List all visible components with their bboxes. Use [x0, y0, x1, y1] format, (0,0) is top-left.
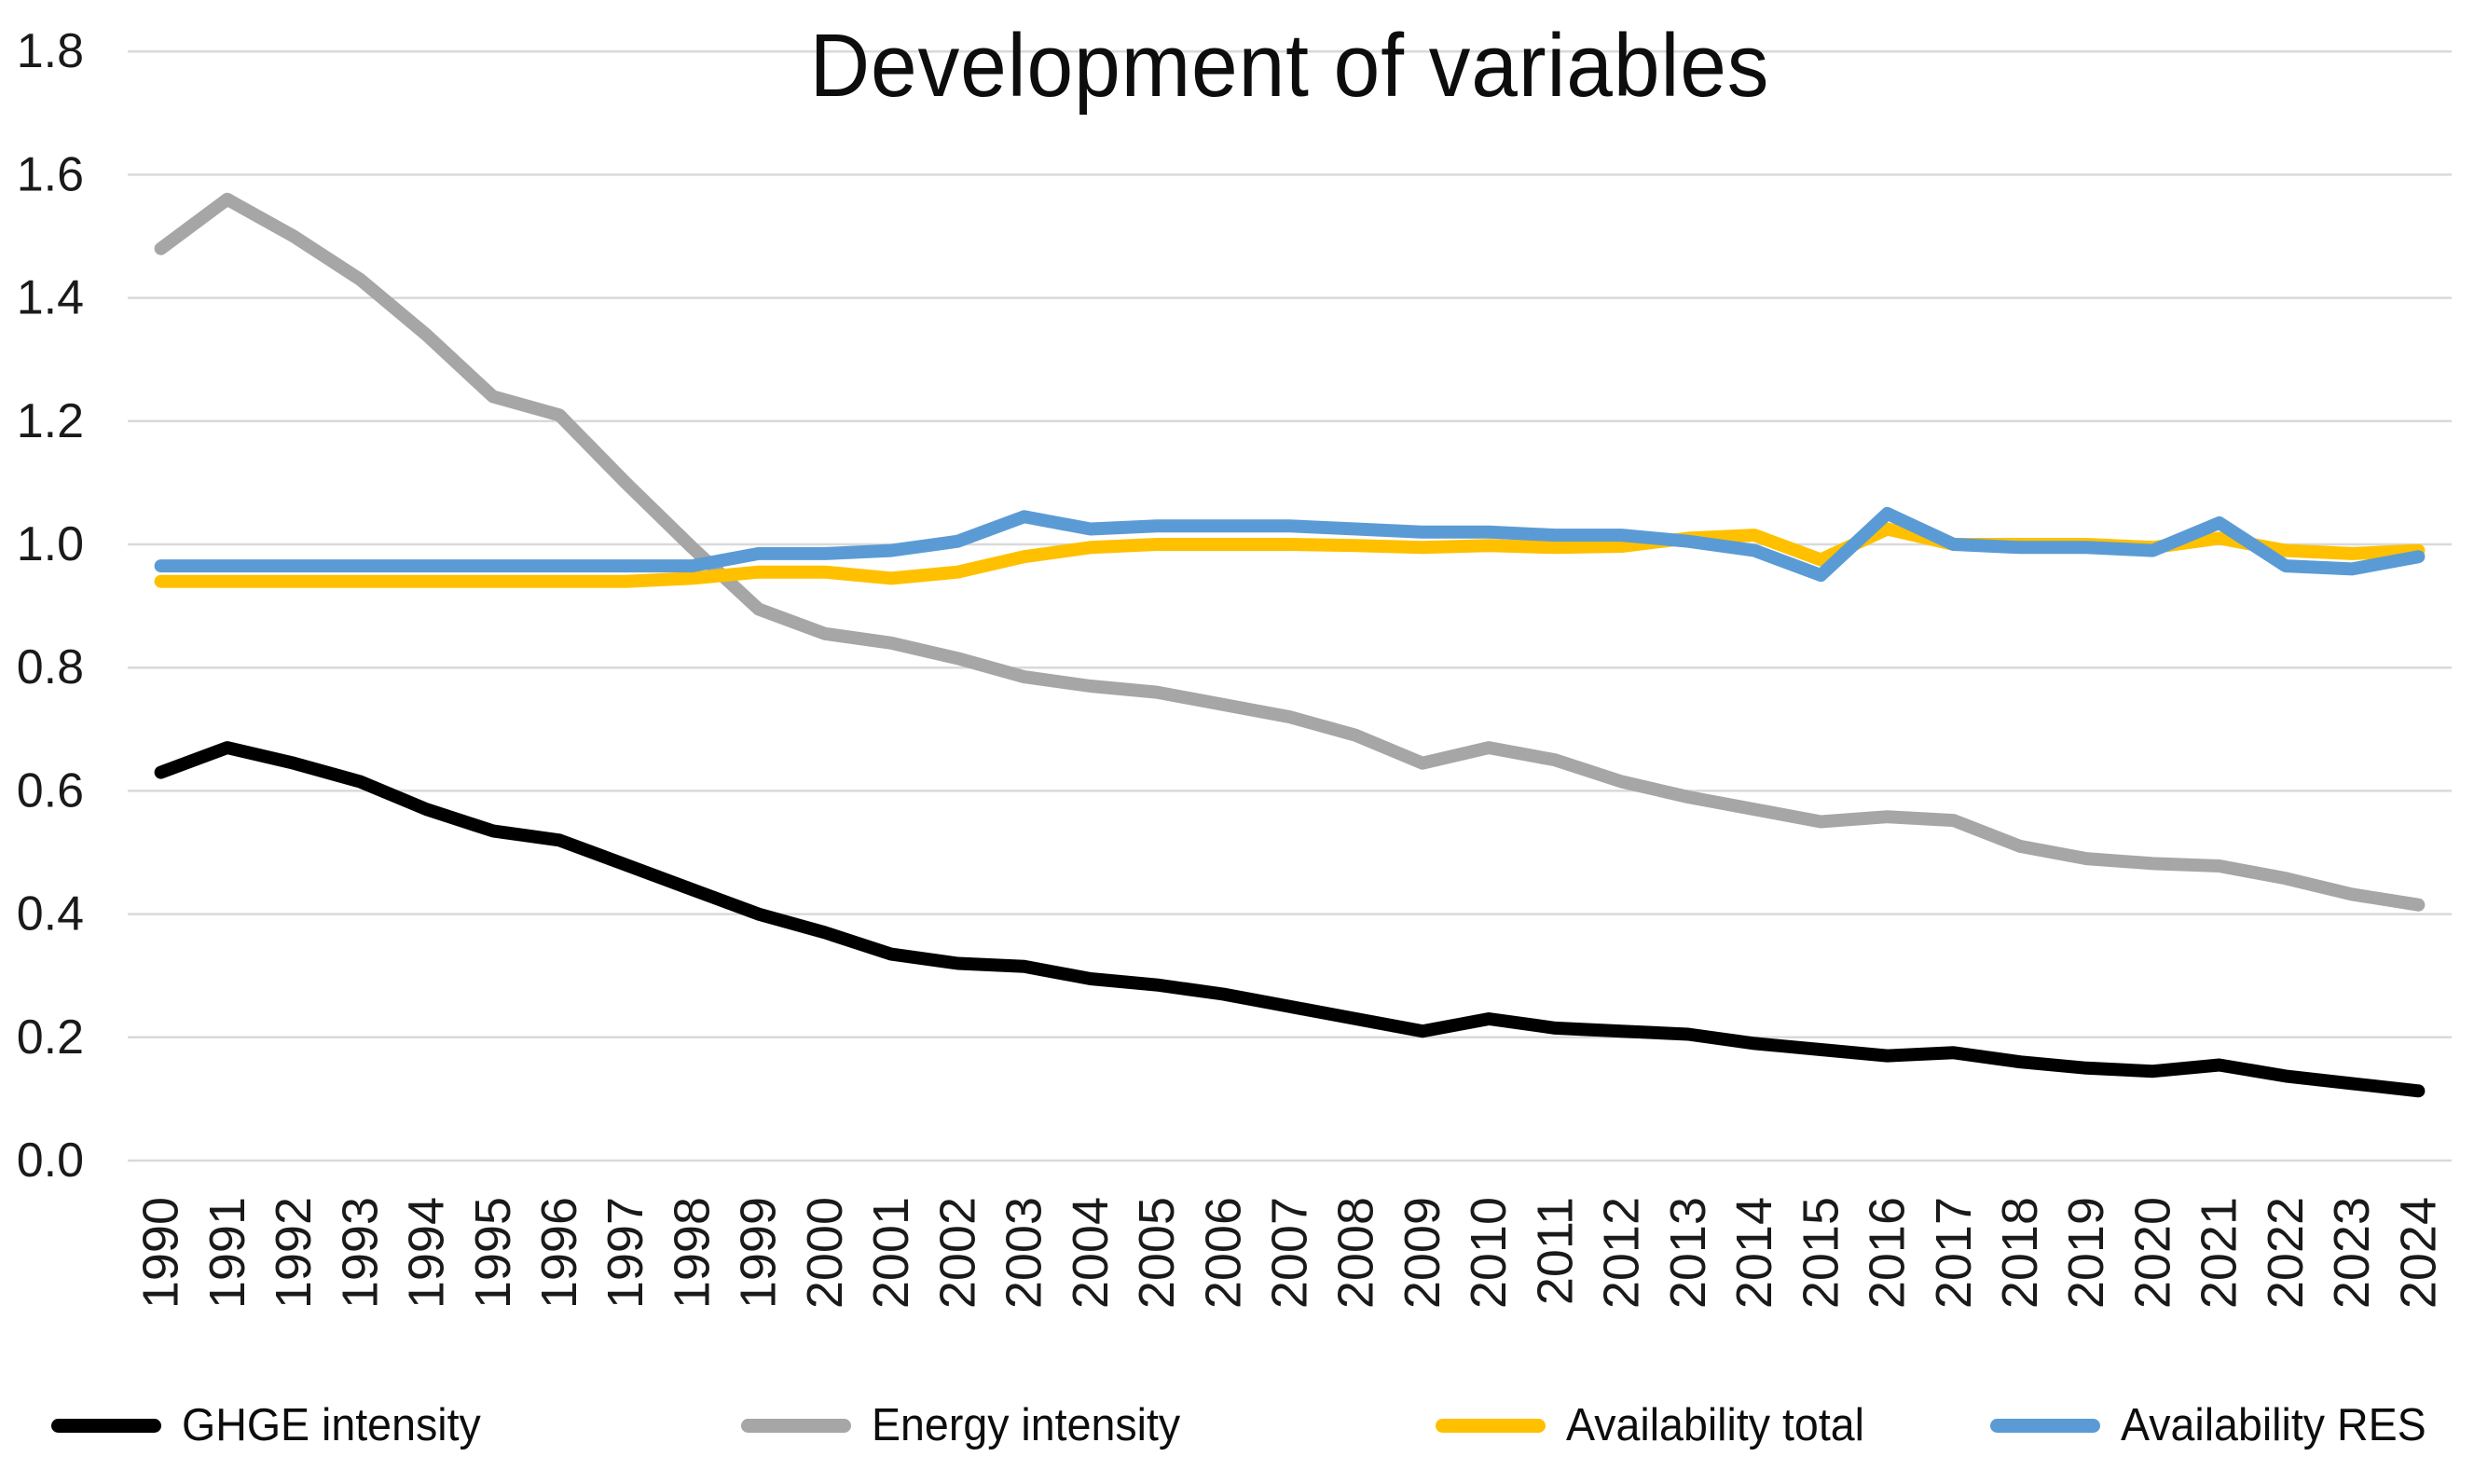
x-tick-label: 2017 — [1926, 1197, 1982, 1309]
x-tick-label: 2008 — [1328, 1197, 1384, 1309]
x-tick-label: 1995 — [465, 1197, 521, 1309]
series-line-ghge-intensity[interactable] — [154, 741, 2426, 1098]
y-tick-label: 1.0 — [17, 517, 84, 571]
legend-swatch-availability-total — [1436, 1418, 1546, 1433]
chart-legend: GHGE intensity Energy intensity Availabi… — [0, 1393, 2474, 1458]
legend-label-ghge-intensity: GHGE intensity — [182, 1400, 481, 1450]
legend-item-energy-intensity[interactable]: Energy intensity — [741, 1393, 1197, 1458]
x-tick-label: 2001 — [863, 1197, 919, 1309]
x-tick-label: 2015 — [1793, 1197, 1849, 1309]
x-tick-label: 2007 — [1262, 1197, 1318, 1309]
y-tick-label: 0.8 — [17, 640, 84, 694]
x-tick-label: 2021 — [2192, 1197, 2247, 1309]
x-tick-label: 2014 — [1726, 1197, 1782, 1309]
x-tick-label: 2002 — [929, 1197, 985, 1309]
x-tick-label: 2003 — [996, 1197, 1052, 1309]
x-tick-label: 1998 — [664, 1197, 720, 1309]
y-tick-label: 1.2 — [17, 394, 84, 448]
x-tick-label: 2018 — [1992, 1197, 2048, 1309]
legend-item-availability-res[interactable]: Availability RES — [1990, 1393, 2442, 1458]
x-tick-label: 2013 — [1660, 1197, 1716, 1309]
series-line-availability-total[interactable] — [154, 522, 2426, 588]
legend-label-availability-res: Availability RES — [2121, 1400, 2426, 1450]
x-tick-label: 1992 — [266, 1197, 322, 1309]
chart-title: Development of variables — [809, 16, 1770, 116]
legend-swatch-ghge-intensity — [51, 1418, 161, 1433]
legend-label-availability-total: Availability total — [1566, 1400, 1864, 1450]
x-tick-label: 2012 — [1594, 1197, 1650, 1309]
legend-label-energy-intensity: Energy intensity — [872, 1400, 1181, 1450]
legend-item-ghge-intensity[interactable]: GHGE intensity — [51, 1393, 497, 1458]
legend-swatch-availability-res — [1990, 1418, 2100, 1433]
series-line-availability-res[interactable] — [154, 506, 2426, 583]
x-tick-label: 1993 — [332, 1197, 388, 1309]
y-tick-label: 1.6 — [17, 147, 84, 201]
legend-item-availability-total[interactable]: Availability total — [1436, 1393, 1880, 1458]
x-tick-label: 1999 — [731, 1197, 787, 1309]
x-tick-label: 2011 — [1527, 1197, 1583, 1305]
x-tick-label: 2020 — [2124, 1197, 2180, 1309]
x-tick-label: 2005 — [1129, 1197, 1185, 1309]
y-tick-label: 1.4 — [17, 271, 84, 325]
series-line-energy-intensity[interactable] — [154, 192, 2426, 912]
x-tick-label: 2023 — [2324, 1197, 2380, 1309]
x-tick-label: 2016 — [1860, 1197, 1916, 1309]
x-tick-label: 2010 — [1461, 1197, 1517, 1309]
y-tick-label: 0.4 — [17, 887, 84, 941]
x-tick-label: 2000 — [797, 1197, 853, 1309]
x-tick-label: 2024 — [2390, 1197, 2446, 1309]
legend-swatch-energy-intensity — [741, 1418, 851, 1433]
y-tick-label: 0.0 — [17, 1134, 84, 1188]
y-tick-label: 0.6 — [17, 763, 84, 818]
x-tick-label: 1996 — [531, 1197, 587, 1309]
x-tick-label: 1990 — [133, 1197, 189, 1309]
x-tick-label: 2022 — [2258, 1197, 2314, 1309]
y-tick-label: 0.2 — [17, 1010, 84, 1065]
x-tick-label: 1994 — [399, 1197, 455, 1309]
x-tick-label: 1997 — [598, 1197, 653, 1309]
x-tick-label: 1991 — [199, 1197, 255, 1309]
x-tick-label: 2019 — [2058, 1197, 2114, 1309]
y-tick-label: 1.8 — [17, 24, 84, 78]
x-tick-label: 2009 — [1395, 1197, 1450, 1309]
x-tick-label: 2006 — [1195, 1197, 1251, 1309]
x-tick-label: 2004 — [1063, 1197, 1119, 1309]
